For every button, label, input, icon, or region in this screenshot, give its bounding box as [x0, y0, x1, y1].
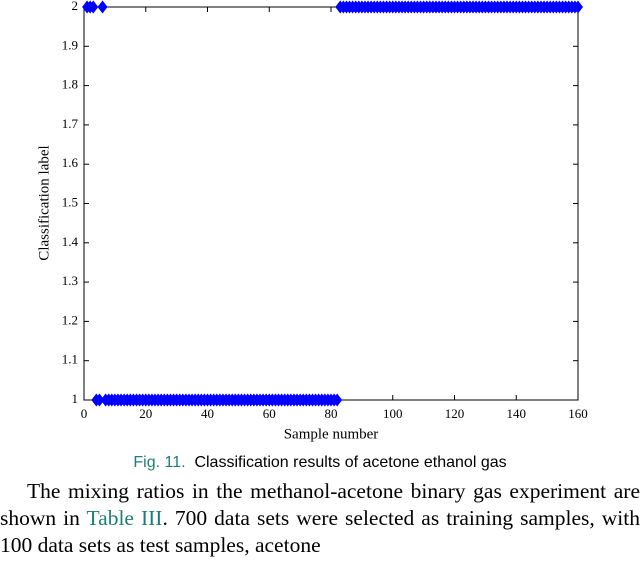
- plot-frame: [83, 6, 579, 401]
- x-tick-label: 40: [201, 406, 214, 421]
- y-tick-label: 1.9: [62, 37, 78, 52]
- caption-label: Fig. 11.: [133, 454, 186, 471]
- x-tick-label: 160: [568, 406, 588, 421]
- y-tick-label: 1.4: [62, 234, 79, 249]
- chart: Sample number Classification label 1 1.1 1…: [36, 0, 588, 442]
- data-point: [94, 393, 105, 407]
- x-tick-label: 120: [445, 406, 465, 421]
- x-tick-label: 0: [81, 406, 88, 421]
- y-tick-label: 2: [72, 0, 79, 13]
- y-tick-label: 1.5: [62, 194, 78, 209]
- figure-caption: Fig. 11. Classification results of aceto…: [0, 454, 640, 472]
- data-point: [97, 0, 108, 14]
- paragraph: The mixing ratios in the methanol-aceton…: [0, 478, 640, 561]
- y-tick-label: 1.7: [62, 116, 79, 131]
- y-axis-label: Classification label: [36, 145, 52, 260]
- paragraph-text: The mixing ratios in the methanol-aceton…: [0, 479, 640, 530]
- x-tick-label: 140: [507, 406, 527, 421]
- x-axis-label: Sample number: [284, 426, 379, 442]
- y-tick-label: 1.8: [62, 77, 78, 92]
- paragraph-text: . 700 data sets were selected as trainin…: [0, 506, 640, 557]
- data-point: [332, 393, 343, 407]
- table-link[interactable]: Table III: [86, 506, 163, 530]
- x-tick-label: 20: [139, 406, 152, 421]
- y-tick-label: 1.3: [62, 273, 78, 288]
- y-tick-label: 1: [72, 391, 79, 406]
- data-point: [573, 0, 583, 14]
- x-tick-label: 100: [383, 406, 403, 421]
- y-tick-label: 1.2: [62, 312, 78, 327]
- caption-text: Classification results of acetone ethano…: [194, 454, 507, 471]
- y-tick-label: 1.1: [62, 352, 78, 367]
- y-tick-label: 1.6: [62, 155, 79, 170]
- data-point: [88, 0, 99, 14]
- x-tick-label: 80: [325, 406, 338, 421]
- x-tick-label: 60: [263, 406, 276, 421]
